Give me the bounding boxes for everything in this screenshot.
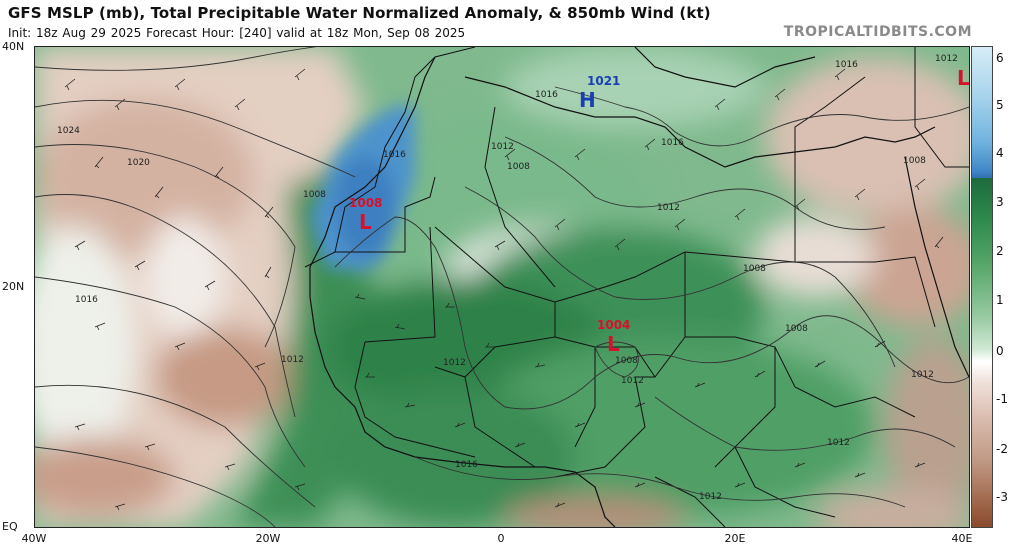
lon-label: 0 [497,532,505,545]
isobar-label: 1012 [827,438,850,448]
isobar-label: 1016 [383,150,406,160]
lon-label: 40E [951,532,973,545]
isobar-label: 1008 [743,264,766,274]
isobar-label: 1020 [127,158,150,168]
high-pressure-symbol: H [579,88,596,112]
isobar-label: 1012 [911,370,934,380]
isobar-label: 1016 [835,60,858,70]
low-pressure-symbol: L [957,66,969,90]
colorbar-tick: -3 [996,490,1008,504]
isobar-label: 1012 [491,142,514,152]
isobar-labels: 1024 1020 1016 1016 1012 1008 1016 1016 … [57,54,958,502]
colorbar-tick: 5 [996,98,1004,112]
isobar-label: 1012 [699,492,722,502]
lon-label: 20E [724,532,746,545]
weather-map: 1024 1020 1016 1016 1012 1008 1016 1016 … [34,46,970,528]
lat-label: 40N [2,40,25,53]
chart-subtitle: Init: 18z Aug 29 2025 Forecast Hour: [24… [8,26,466,40]
isobar-label: 1012 [935,54,958,64]
isobar-label: 1012 [621,376,644,386]
colorbar-tick: 4 [996,146,1004,160]
isobar-label: 1024 [57,126,80,136]
isobar-label: 1012 [281,355,304,365]
wind-barbs [64,68,944,511]
anomaly-colorbar [971,46,993,528]
isobar-label: 1008 [615,356,638,366]
colorbar-tick: 3 [996,195,1004,209]
colorbar-tick: 2 [996,244,1004,258]
isobar-label: 1016 [535,90,558,100]
isobar-label: 1012 [443,358,466,368]
isobar-label: 1016 [75,295,98,305]
isobar-label: 1012 [657,203,680,213]
anomaly-field [35,47,969,527]
colorbar-tick: -2 [996,442,1008,456]
chart-title: GFS MSLP (mb), Total Precipitable Water … [8,4,711,22]
colorbar-tick: 6 [996,51,1004,65]
colorbar-tick: 1 [996,293,1004,307]
lon-label: 40W [21,532,47,545]
low-pressure-symbol: L [359,210,372,234]
country-borders [304,47,969,527]
isobar-label: 1016 [661,138,684,148]
colorbar-tick: 0 [996,344,1004,358]
lat-label: EQ [2,520,18,533]
isobars [35,47,969,527]
lon-label: 20W [255,532,281,545]
isobar-label: 1016 [455,460,478,470]
site-watermark: TROPICALTIDBITS.COM [783,24,972,40]
isobar-label: 1008 [507,162,530,172]
low-value: 1004 [597,318,630,332]
colorbar-tick: -1 [996,392,1008,406]
low-value: 1008 [349,196,382,210]
isobar-label: 1008 [785,324,808,334]
pressure-centres: 1021 H 1008 L 1004 L L [349,66,969,356]
isobar-label: 1008 [903,156,926,166]
coastlines [309,47,969,527]
lat-label: 20N [2,280,25,293]
isobar-label: 1008 [303,190,326,200]
low-pressure-symbol: L [607,332,620,356]
high-value: 1021 [587,74,620,88]
